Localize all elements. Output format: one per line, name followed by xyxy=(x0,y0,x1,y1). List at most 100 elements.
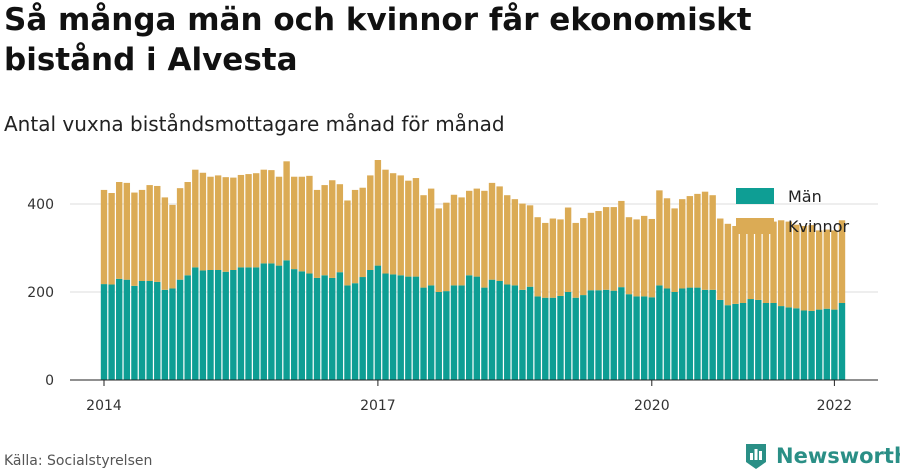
bar-kvinnor xyxy=(275,176,283,266)
bar-man xyxy=(762,303,770,380)
bar-man xyxy=(732,303,739,380)
bar-man xyxy=(427,285,435,380)
bar-kvinnor xyxy=(184,182,191,276)
bar-man xyxy=(344,285,351,380)
bar-man xyxy=(488,279,496,380)
bar-man xyxy=(291,269,298,380)
bar-kvinnor xyxy=(686,196,694,288)
bar-man xyxy=(367,270,374,380)
bar-kvinnor xyxy=(313,189,321,278)
bar-man xyxy=(504,284,511,380)
bar-kvinnor xyxy=(427,188,435,286)
bar-man xyxy=(481,287,488,380)
bar-kvinnor xyxy=(374,160,382,266)
bar-man xyxy=(747,299,754,380)
bar-kvinnor xyxy=(450,194,458,286)
bar-man xyxy=(572,297,579,380)
bar-man xyxy=(564,292,572,380)
bar-man xyxy=(298,271,306,380)
bar-man xyxy=(161,289,169,380)
bar-kvinnor xyxy=(777,220,785,307)
bar-kvinnor xyxy=(192,169,199,268)
bar-kvinnor xyxy=(336,184,344,273)
bar-kvinnor xyxy=(587,212,595,291)
bar-kvinnor xyxy=(237,174,245,268)
bar-kvinnor xyxy=(488,182,496,280)
bar-man xyxy=(123,279,131,380)
bar-kvinnor xyxy=(564,207,572,292)
chart-subtitle: Antal vuxna biståndsmottagare månad för … xyxy=(4,112,505,136)
bar-man xyxy=(823,308,830,380)
bar-kvinnor xyxy=(283,161,290,261)
bar-man xyxy=(351,283,359,380)
bar-kvinnor xyxy=(359,187,366,278)
bar-kvinnor xyxy=(412,178,420,277)
bar-kvinnor xyxy=(785,221,792,308)
bar-man xyxy=(154,281,161,380)
bar-kvinnor xyxy=(161,197,169,290)
bar-man xyxy=(640,296,648,380)
bar-man xyxy=(374,265,382,380)
bar-man xyxy=(207,270,214,380)
bar-kvinnor xyxy=(405,180,412,277)
bar-man xyxy=(389,274,397,380)
bar-man xyxy=(169,288,176,380)
bar-kvinnor xyxy=(100,189,108,285)
legend-swatch-man xyxy=(736,188,774,204)
bar-man xyxy=(138,281,146,380)
bar-man xyxy=(329,277,336,380)
bar-kvinnor xyxy=(504,195,511,285)
bar-kvinnor xyxy=(610,207,617,291)
bar-kvinnor xyxy=(739,221,747,303)
bar-kvinnor xyxy=(473,188,480,277)
bar-man xyxy=(648,297,655,380)
legend-swatch-kvinnor xyxy=(736,218,774,234)
bar-man xyxy=(580,295,587,380)
bar-man xyxy=(549,297,557,380)
bar-kvinnor xyxy=(260,169,267,264)
bar-kvinnor xyxy=(694,193,701,288)
chart-title: Så många män och kvinnor får ekonomiskt … xyxy=(4,2,752,78)
bar-man xyxy=(526,286,534,380)
bar-kvinnor xyxy=(511,199,519,286)
source-note: Källa: Socialstyrelsen xyxy=(4,453,153,469)
bar-man xyxy=(755,299,762,380)
bar-kvinnor xyxy=(321,185,328,276)
bar-man xyxy=(283,260,290,380)
bar-man xyxy=(671,292,678,380)
bar-kvinnor xyxy=(481,190,488,288)
bar-man xyxy=(831,309,838,380)
x-tick-label: 2020 xyxy=(634,398,670,414)
bar-kvinnor xyxy=(176,188,184,280)
bar-man xyxy=(686,287,694,380)
bar-kvinnor xyxy=(663,198,671,289)
y-tick-label: 400 xyxy=(27,197,54,213)
bar-man xyxy=(496,281,503,380)
bar-man xyxy=(100,284,108,380)
bar-kvinnor xyxy=(831,230,838,310)
bar-man xyxy=(405,276,412,380)
legend-label-kvinnor: Kvinnor xyxy=(788,217,849,236)
bar-man xyxy=(435,292,442,380)
bar-kvinnor xyxy=(123,182,131,280)
bar-man xyxy=(466,275,473,380)
bar-man xyxy=(663,288,671,380)
bar-kvinnor xyxy=(717,218,724,300)
bar-kvinnor xyxy=(222,177,229,272)
bar-kvinnor xyxy=(572,222,579,298)
bar-man xyxy=(610,290,617,380)
bar-kvinnor xyxy=(542,222,549,298)
bar-man xyxy=(770,303,777,380)
bar-man xyxy=(321,275,328,380)
bar-kvinnor xyxy=(207,176,214,270)
bar-kvinnor xyxy=(602,207,610,290)
x-tick-label: 2014 xyxy=(86,398,122,414)
bar-kvinnor xyxy=(549,218,557,298)
bar-man xyxy=(602,289,610,380)
bar-man xyxy=(252,267,260,380)
bar-man xyxy=(587,290,595,380)
bar-man xyxy=(542,297,549,380)
bar-man xyxy=(443,291,450,380)
bar-man xyxy=(260,263,267,380)
